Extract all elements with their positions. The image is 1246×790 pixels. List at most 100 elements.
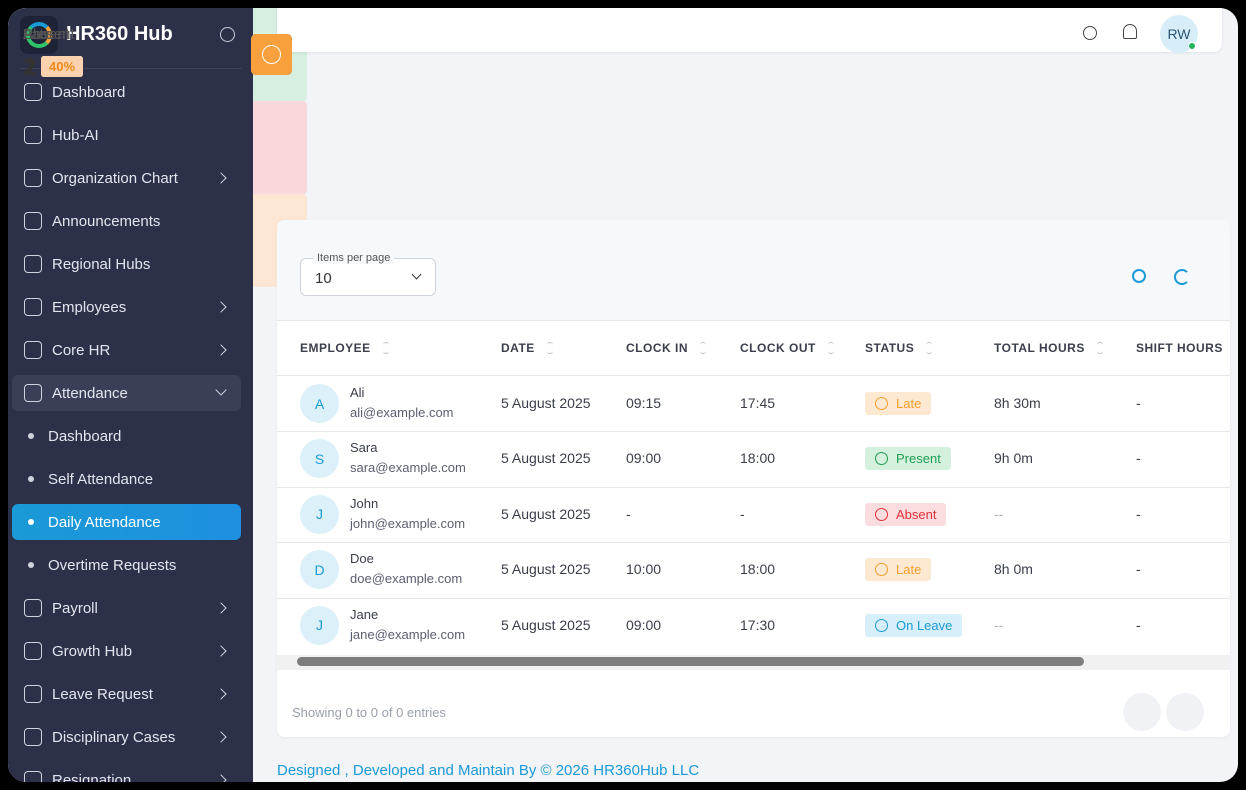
select-label: Items per page <box>313 252 395 264</box>
bullet <box>28 562 34 568</box>
menu-item[interactable]: Organization Chart <box>12 160 241 196</box>
scrollbar-thumb[interactable] <box>297 657 1084 666</box>
total-hours: -- <box>994 505 1004 522</box>
employee-email: sara@example.com <box>350 460 466 476</box>
clock-in: 09:15 <box>626 395 662 411</box>
status-icon <box>875 563 888 577</box>
date: 5 August 2025 <box>501 505 591 522</box>
clock-in: - <box>626 505 631 522</box>
clock-out: - <box>740 505 745 522</box>
scrollbar-track <box>277 655 1230 670</box>
refresh-button[interactable] <box>1174 269 1190 285</box>
column-header[interactable]: DATE <box>501 341 535 355</box>
menu-icon <box>24 255 42 273</box>
status-badge: Late <box>865 558 932 582</box>
stat-count: 2 <box>23 54 37 81</box>
chevron <box>215 602 227 614</box>
stat-count: 1 <box>23 54 37 81</box>
employee-avatar: J <box>300 605 339 645</box>
chevron <box>215 172 227 184</box>
employee-name: Sara <box>350 440 378 456</box>
items-per-page[interactable]: 10 <box>300 258 436 296</box>
column-header[interactable]: STATUS <box>865 341 915 355</box>
clock-out: 17:30 <box>740 616 776 633</box>
select-arrow <box>411 269 422 280</box>
menu-item[interactable]: Regional Hubs <box>12 246 241 282</box>
chevron <box>215 688 227 700</box>
search-button[interactable] <box>1132 269 1146 283</box>
notifications[interactable] <box>1123 24 1137 39</box>
logo-ring <box>26 22 52 48</box>
menu-label: Core HR <box>52 341 111 359</box>
column-header[interactable]: CLOCK IN <box>626 341 688 355</box>
menu-item[interactable]: Growth Hub <box>12 633 241 669</box>
date: 5 August 2025 <box>501 450 591 467</box>
chevron <box>215 774 227 782</box>
avatar[interactable]: RW <box>1160 15 1198 53</box>
menu-label: Growth Hub <box>52 642 133 660</box>
stat-percent: 40% <box>41 56 84 77</box>
menu-item[interactable]: Employees <box>12 289 241 325</box>
status-icon <box>875 618 888 632</box>
column-header[interactable]: TOTAL HOURS <box>994 341 1085 355</box>
menu-icon <box>24 771 42 782</box>
chevron <box>215 731 227 743</box>
submenu-item[interactable]: Overtime Requests <box>12 547 241 583</box>
collapse-toggle[interactable] <box>220 27 235 42</box>
sidebar: HR360 Hub Dashboard Hub-AI Organization Ch… <box>8 8 253 782</box>
sort-icon <box>926 342 932 354</box>
stat-icon-glyph <box>262 45 281 64</box>
menu-item[interactable]: Leave Request <box>12 676 241 712</box>
menu-item[interactable]: Announcements <box>12 203 241 239</box>
menu-label: Payroll <box>52 599 98 617</box>
submenu-label: Dashboard <box>48 427 122 445</box>
bullet <box>28 476 34 482</box>
shift-hours: - <box>1136 450 1141 467</box>
menu-icon <box>24 599 42 617</box>
clock-in: 10:00 <box>626 561 662 578</box>
footer-credit: Designed , Developed and Maintain By © 2… <box>277 762 700 779</box>
prev-page[interactable] <box>1123 693 1161 731</box>
next-page[interactable] <box>1166 693 1204 731</box>
menu-icon <box>24 341 42 359</box>
menu-label: Disciplinary Cases <box>52 728 176 746</box>
logo <box>20 16 58 54</box>
employee-avatar: J <box>300 494 339 534</box>
select-value: 10 <box>315 270 332 287</box>
column-header[interactable]: SHIFT HOURS <box>1136 341 1223 355</box>
menu-item[interactable]: Hub-AI <box>12 117 241 153</box>
menu-label: Regional Hubs <box>52 255 151 273</box>
submenu-label: Daily Attendance <box>48 513 161 531</box>
shift-hours: - <box>1136 395 1141 411</box>
menu-label: Dashboard <box>52 83 126 101</box>
status-label: On Leave <box>896 617 953 633</box>
divider <box>277 375 1230 376</box>
clock-in: 09:00 <box>626 450 662 467</box>
stat-count: 1 <box>23 54 37 81</box>
pagination-summary: Showing 0 to 0 of 0 entries <box>292 705 446 720</box>
status-icon <box>875 397 888 410</box>
menu-item[interactable]: Payroll <box>12 590 241 626</box>
menu-item[interactable]: Resignation <box>12 762 241 782</box>
submenu-label: Overtime Requests <box>48 556 177 574</box>
column-header[interactable]: EMPLOYEE <box>300 341 371 355</box>
submenu-item[interactable]: Daily Attendance <box>12 504 241 540</box>
employee-name: John <box>350 495 379 511</box>
brand: HR360 Hub <box>66 23 173 45</box>
submenu-item[interactable]: Self Attendance <box>12 461 241 497</box>
clock-out: 18:00 <box>740 450 776 467</box>
theme-toggle[interactable] <box>1083 26 1097 40</box>
column-header[interactable]: CLOCK OUT <box>740 341 816 355</box>
menu-item[interactable]: Disciplinary Cases <box>12 719 241 755</box>
menu-item[interactable]: Dashboard <box>12 74 241 110</box>
submenu-item[interactable]: Dashboard <box>12 418 241 454</box>
menu-label: Announcements <box>52 212 161 230</box>
shift-hours: - <box>1136 505 1141 522</box>
status-label: Late <box>896 562 922 578</box>
divider <box>277 320 1230 321</box>
sort-icon <box>700 342 706 354</box>
menu-item[interactable]: Core HR <box>12 332 241 368</box>
menu-item[interactable]: Attendance <box>12 375 241 411</box>
total-hours: -- <box>994 616 1004 633</box>
row-divider <box>277 431 1230 433</box>
